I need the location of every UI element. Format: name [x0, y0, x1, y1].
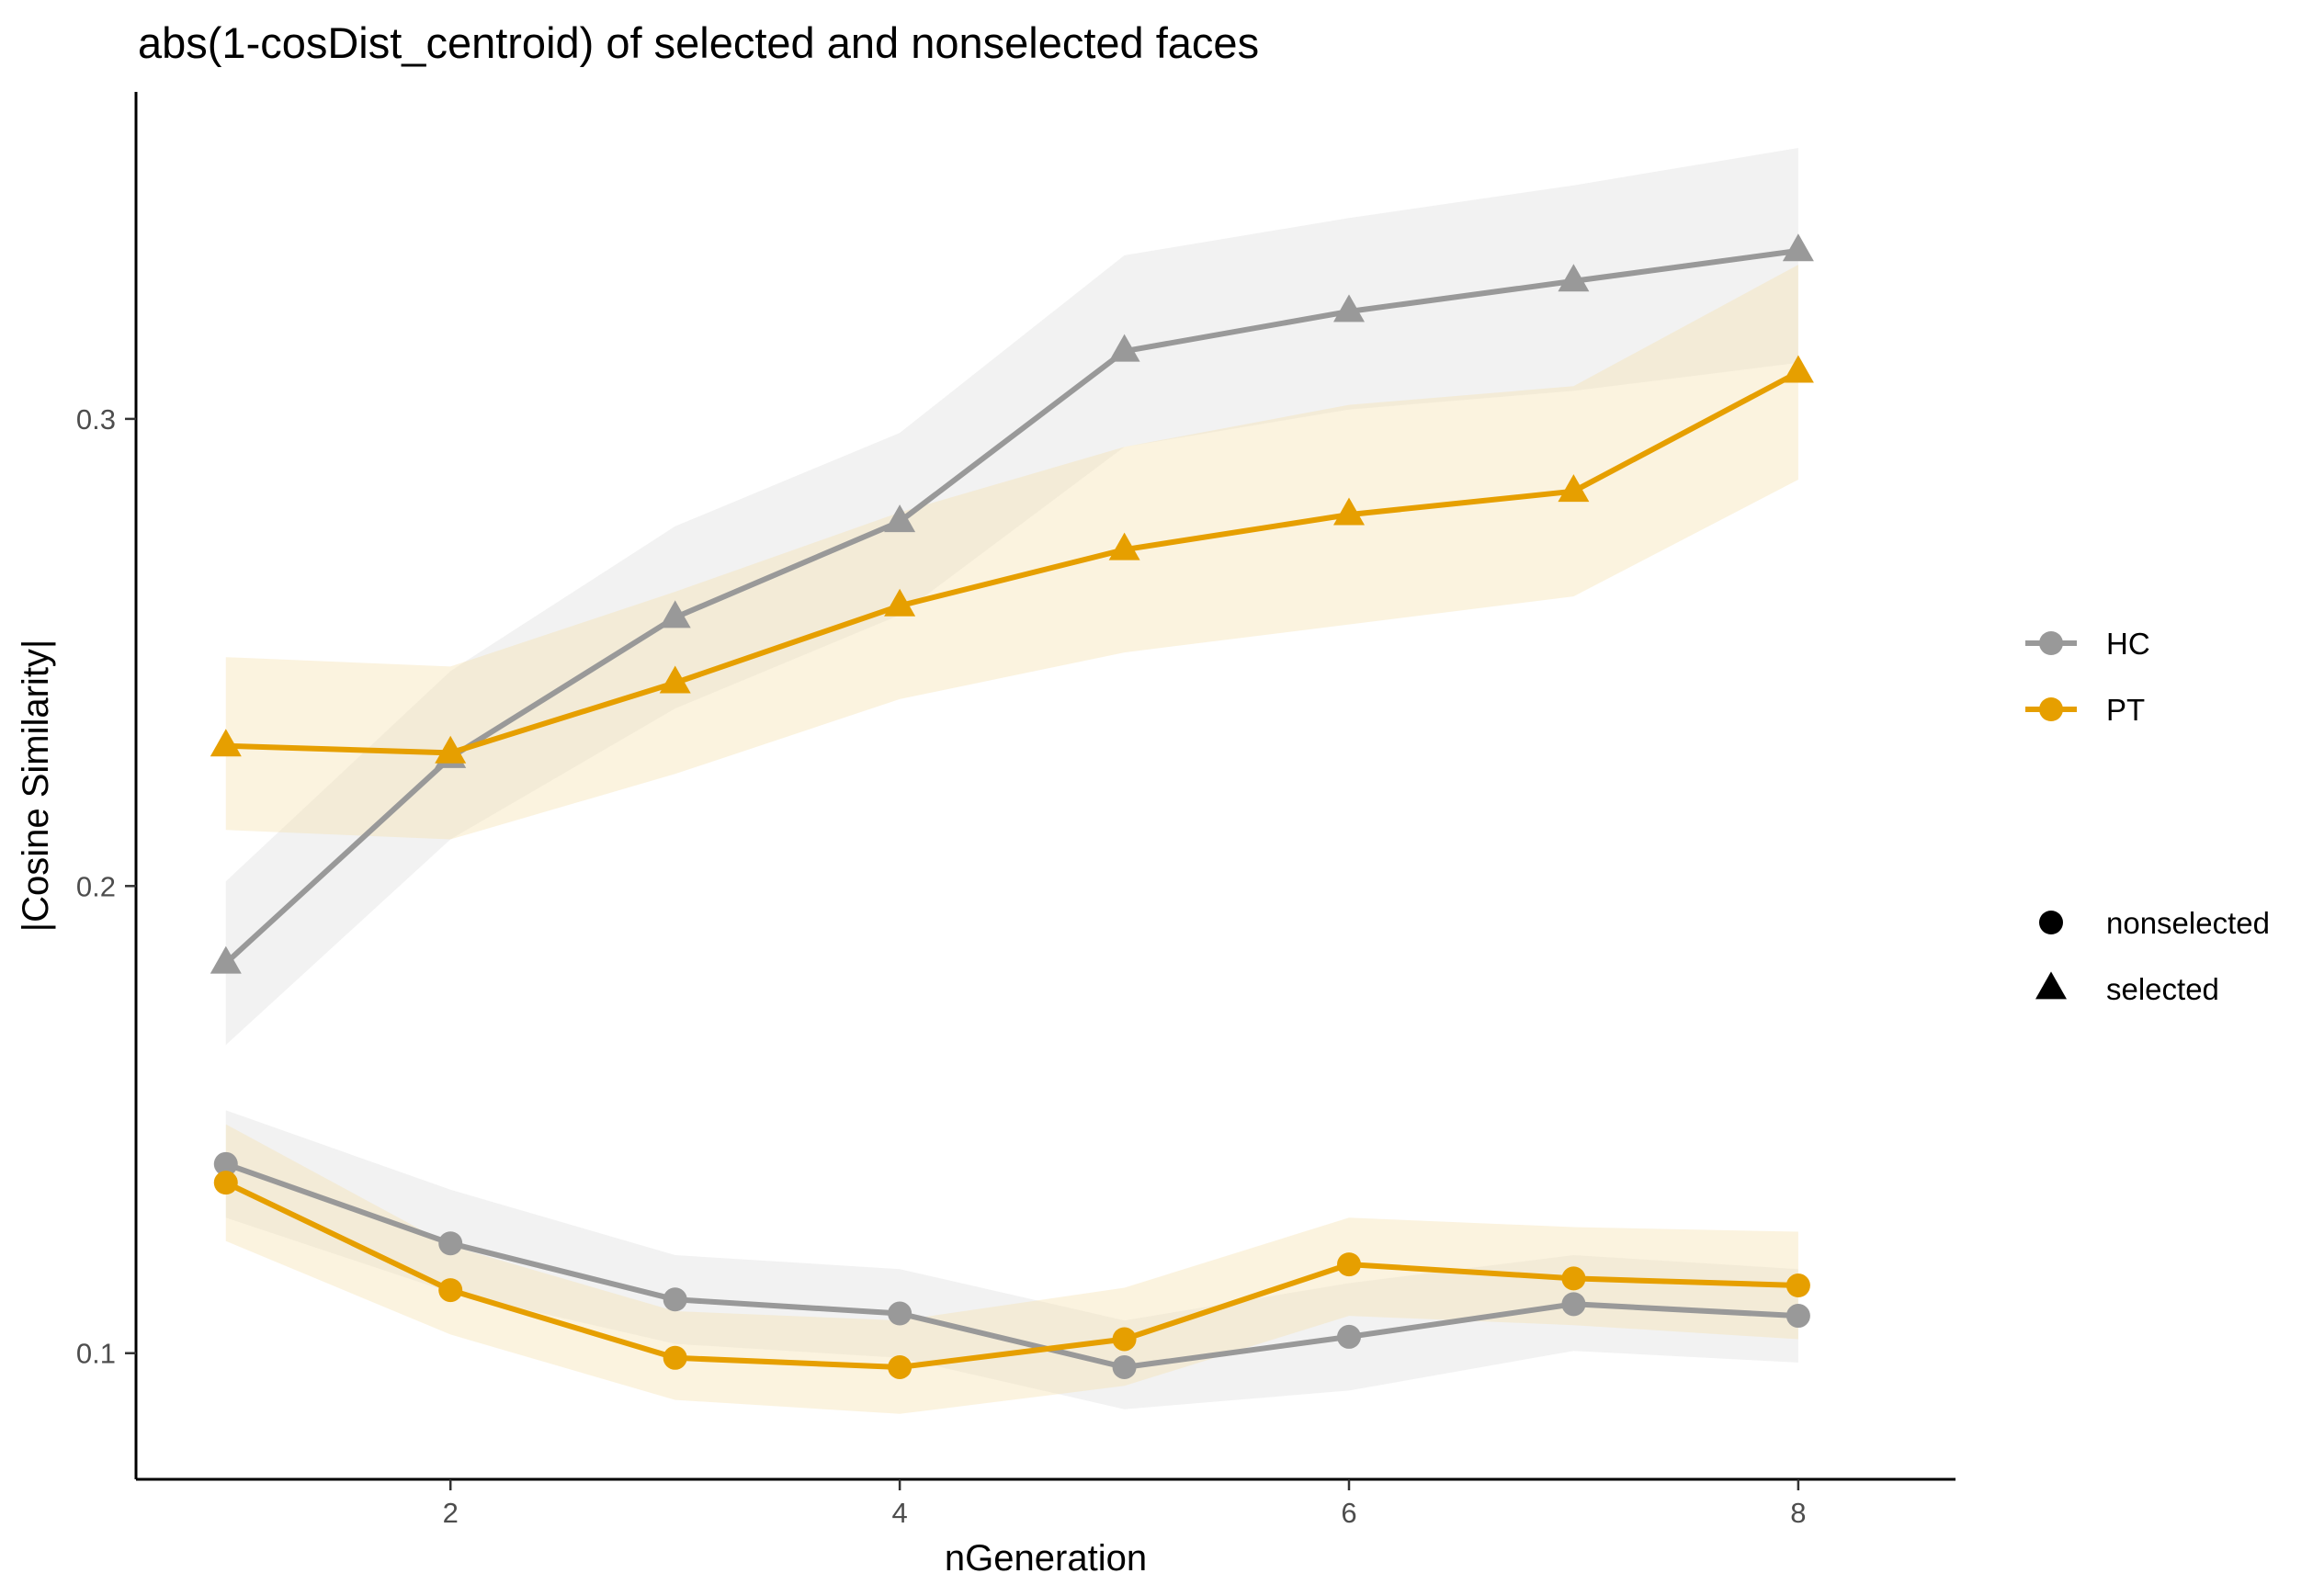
y-tick-label: 0.2 — [76, 870, 116, 902]
data-point — [888, 1301, 913, 1326]
data-point — [435, 735, 467, 764]
data-point — [1561, 1266, 1586, 1291]
data-point — [884, 588, 916, 617]
confidence-bands — [225, 148, 1798, 1414]
data-point — [659, 600, 691, 628]
band-hc-selected — [225, 148, 1798, 1046]
data-point — [1108, 334, 1140, 362]
legend-label-pt: PT — [2106, 693, 2145, 727]
x-tick-label: 2 — [443, 1497, 459, 1529]
data-point — [1558, 264, 1590, 292]
data-point — [663, 1345, 687, 1370]
x-tick-label: 8 — [1790, 1497, 1806, 1529]
data-point — [1786, 1304, 1810, 1329]
series-line-hc-nonselected — [224, 1160, 1799, 1370]
x-axis-ticks: 2 4 6 8 — [443, 1479, 1807, 1529]
data-point — [884, 504, 916, 533]
band-hc-nonselected — [225, 1110, 1798, 1409]
chart-title: abs(1-cosDist_centroid) of selected and … — [138, 18, 1259, 67]
data-point — [213, 1151, 238, 1176]
data-point — [438, 1278, 463, 1303]
y-tick-label: 0.1 — [76, 1338, 116, 1370]
data-point — [1558, 474, 1590, 503]
data-point — [1108, 532, 1140, 560]
legend-key-triangle — [2035, 971, 2067, 1000]
legend: HC PT nonselected selected — [2025, 627, 2270, 1006]
data-point — [1333, 294, 1365, 323]
x-tick-label: 4 — [891, 1497, 907, 1529]
data-point — [1782, 233, 1814, 262]
series-lines — [223, 247, 1800, 1370]
band-pt-selected — [225, 265, 1798, 840]
y-axis-ticks: 0.1 0.2 0.3 — [76, 403, 136, 1370]
series-line-pt-nonselected — [224, 1180, 1798, 1370]
data-point — [1337, 1324, 1361, 1349]
data-point — [659, 665, 691, 694]
series-points — [210, 233, 1814, 1379]
x-axis-title: nGeneration — [945, 1538, 1147, 1579]
data-point — [1782, 355, 1814, 383]
data-point — [663, 1287, 687, 1312]
data-point — [1786, 1273, 1810, 1298]
legend-label-hc: HC — [2106, 627, 2150, 661]
data-point — [1112, 1327, 1137, 1352]
data-point — [210, 729, 242, 757]
legend-key-circle — [2039, 697, 2063, 721]
data-point — [1333, 497, 1365, 526]
legend-key-circle — [2039, 911, 2063, 934]
legend-label-nonselected: nonselected — [2106, 906, 2270, 940]
data-point — [1561, 1292, 1586, 1317]
data-point — [210, 945, 242, 974]
series-line-hc-selected — [223, 247, 1799, 966]
series-line-pt-selected — [225, 369, 1800, 756]
x-tick-label: 6 — [1341, 1497, 1356, 1529]
data-point — [1337, 1252, 1361, 1277]
axes — [134, 92, 1956, 1481]
data-point — [213, 1171, 238, 1195]
data-point — [1112, 1354, 1137, 1379]
y-axis-title: |Cosine Similarity| — [16, 640, 56, 933]
data-point — [888, 1354, 913, 1379]
data-point — [438, 1231, 463, 1256]
legend-label-selected: selected — [2106, 972, 2219, 1006]
band-pt-nonselected — [225, 1124, 1798, 1414]
y-tick-label: 0.3 — [76, 403, 116, 436]
legend-key-circle — [2039, 631, 2063, 655]
